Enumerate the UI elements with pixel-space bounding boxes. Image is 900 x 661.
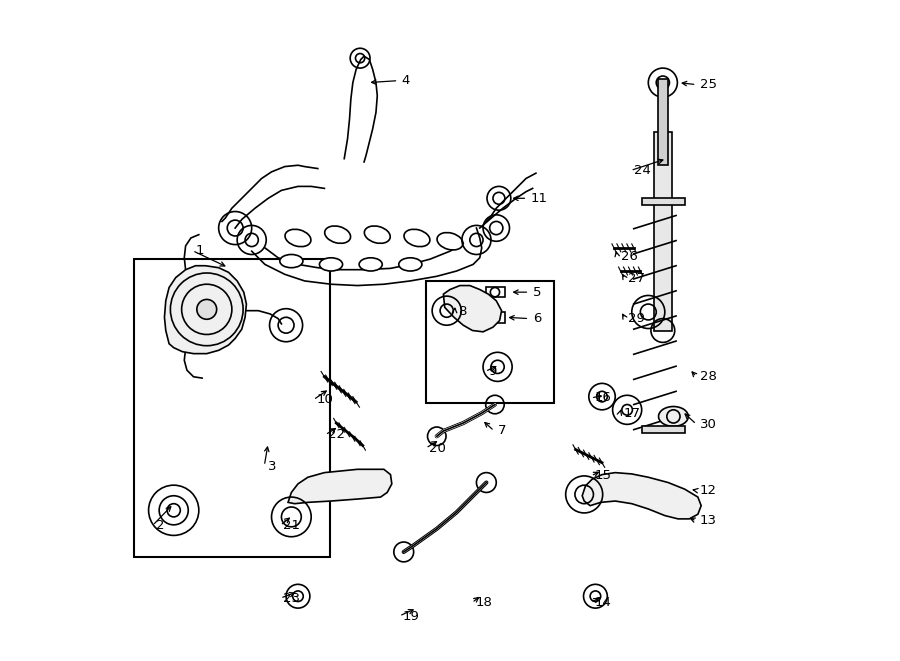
Polygon shape: [444, 286, 501, 332]
Text: 1: 1: [195, 244, 204, 257]
Ellipse shape: [437, 233, 463, 250]
Text: 30: 30: [700, 418, 716, 431]
Bar: [658, 79, 668, 165]
Ellipse shape: [404, 229, 430, 247]
Ellipse shape: [285, 229, 310, 247]
Ellipse shape: [364, 226, 391, 243]
Ellipse shape: [659, 407, 688, 426]
Text: 20: 20: [428, 442, 446, 455]
Text: 10: 10: [317, 393, 333, 407]
Text: 29: 29: [628, 312, 645, 325]
Bar: [653, 132, 672, 330]
Text: 21: 21: [284, 519, 301, 532]
Text: 14: 14: [594, 596, 611, 609]
Bar: [486, 312, 505, 323]
Circle shape: [197, 299, 217, 319]
Text: 19: 19: [402, 609, 419, 623]
Text: 8: 8: [458, 305, 466, 319]
Text: 5: 5: [533, 286, 541, 299]
Text: 17: 17: [623, 407, 640, 420]
Text: 12: 12: [700, 484, 717, 497]
Ellipse shape: [320, 258, 343, 271]
Bar: [642, 198, 685, 205]
Text: 4: 4: [401, 74, 410, 87]
Text: 22: 22: [328, 428, 346, 442]
Text: 15: 15: [594, 469, 611, 483]
Polygon shape: [165, 266, 247, 354]
Text: 23: 23: [284, 592, 301, 605]
Bar: [486, 287, 505, 297]
Text: 9: 9: [489, 365, 497, 378]
Text: 18: 18: [475, 596, 492, 609]
Bar: [642, 426, 685, 433]
Text: 3: 3: [267, 459, 276, 473]
Ellipse shape: [280, 254, 303, 268]
Text: 27: 27: [628, 272, 645, 286]
Ellipse shape: [325, 226, 351, 243]
Text: 24: 24: [634, 164, 651, 177]
Text: 2: 2: [156, 519, 165, 532]
Polygon shape: [582, 473, 701, 519]
Text: 13: 13: [700, 514, 717, 527]
Text: 26: 26: [620, 250, 637, 263]
Text: 25: 25: [700, 78, 717, 91]
Ellipse shape: [399, 258, 422, 271]
Text: 16: 16: [594, 391, 611, 405]
Text: 7: 7: [498, 424, 506, 438]
Text: 28: 28: [700, 370, 716, 383]
Bar: [427, 281, 554, 403]
Bar: [134, 259, 329, 557]
Ellipse shape: [359, 258, 382, 271]
Text: 11: 11: [531, 192, 547, 205]
Text: 6: 6: [533, 312, 541, 325]
Polygon shape: [288, 469, 392, 504]
